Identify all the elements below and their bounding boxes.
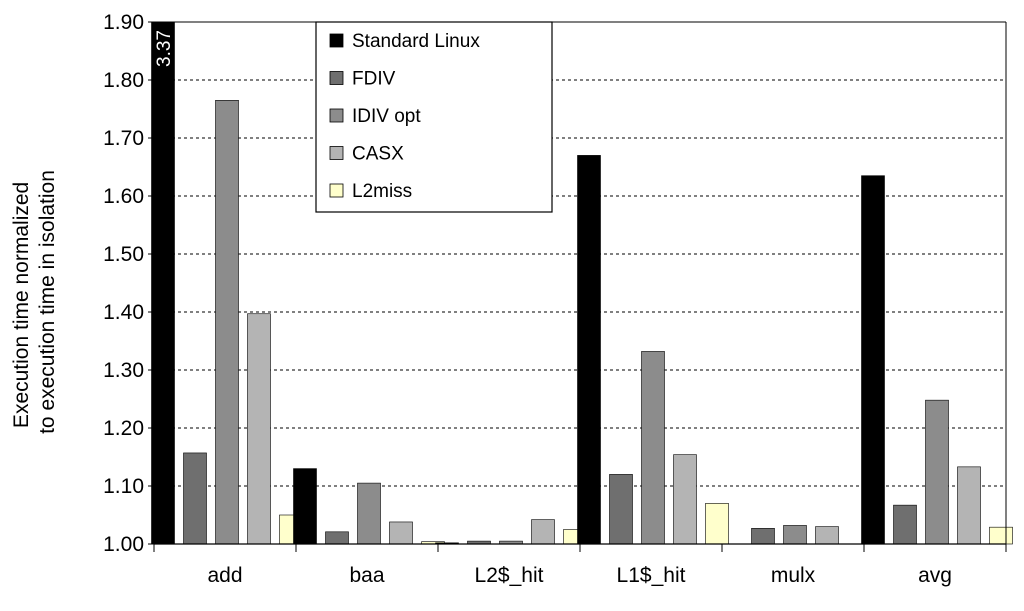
bar-baa-fdiv (325, 531, 349, 545)
bar-add-casx (247, 313, 271, 545)
x-tick-label: L1$_hit (617, 564, 686, 587)
y-tick-label: 1.60 (103, 185, 144, 208)
bar-avg-casx (957, 466, 981, 545)
x-tick-labels: add baa L2$_hit L1$_hit mulx avg (153, 544, 1007, 587)
bar-add-fdiv (183, 452, 207, 545)
legend-swatch (329, 183, 344, 198)
bar-mulx-idiv-opt (783, 525, 807, 545)
y-tick-label: 1.90 (103, 11, 144, 34)
bar-avg-fdiv (893, 504, 917, 545)
y-tick-label: 1.50 (103, 243, 144, 266)
y-tick-label: 1.10 (103, 475, 144, 498)
bar-l1hit-idiv-opt (641, 351, 665, 545)
bar-l1hit-fdiv (609, 474, 633, 545)
x-tick-label: baa (349, 564, 384, 587)
legend-box (315, 21, 553, 213)
y-axis-title-line-2: to execution time in isolation (36, 170, 59, 434)
bar-add-standard-linux (151, 21, 175, 545)
legend-label: CASX (352, 144, 404, 165)
bar-mulx-casx (815, 526, 839, 545)
legend-swatch (329, 146, 344, 160)
bars (151, 21, 1013, 545)
bar-add-idiv-opt (215, 100, 239, 545)
legend-label: FDIV (352, 69, 396, 90)
x-tick-label: L2$_hit (475, 564, 544, 587)
legend-swatch (329, 71, 344, 85)
bar-baa-idiv-opt (357, 482, 381, 545)
x-tick-label: add (207, 564, 242, 587)
y-axis-title-line-1: Execution time normalized (10, 182, 33, 428)
legend-label: L2miss (352, 181, 412, 202)
y-tick-labels: 1.00 1.10 1.20 1.30 1.40 1.50 1.60 1.70 1.80 1.90 (103, 11, 154, 556)
y-tick-label: 1.40 (103, 301, 144, 324)
data-label: 3.37 (154, 30, 175, 67)
y-tick-label: 1.20 (103, 417, 144, 440)
y-tick-label: 1.80 (103, 69, 144, 92)
legend: Standard Linux FDIV IDIV opt CASX L2miss (315, 21, 553, 213)
bar-mulx-fdiv (751, 528, 775, 545)
y-tick-label: 1.70 (103, 127, 144, 150)
bar-avg-idiv-opt (925, 399, 949, 545)
annotations: 3.37 (154, 30, 175, 67)
x-tick-label: avg (918, 564, 952, 587)
y-axis-title: Execution time normalized to execution t… (10, 170, 59, 434)
legend-label: IDIV opt (352, 106, 421, 127)
x-tick-label: mulx (771, 564, 816, 587)
bar-baa-casx (389, 521, 413, 545)
y-tick-label: 1.00 (103, 533, 144, 556)
legend-swatch (329, 33, 344, 48)
legend-label: Standard Linux (352, 31, 480, 52)
legend-swatch (329, 108, 344, 123)
y-tick-label: 1.30 (103, 359, 144, 382)
bar-l1hit-l2miss (705, 503, 729, 545)
bar-avg-standard-linux (861, 175, 885, 545)
bar-avg-l2miss (989, 526, 1013, 545)
bar-l1hit-standard-linux (577, 155, 601, 545)
bar-l2hit-casx (531, 519, 555, 545)
bar-baa-standard-linux (293, 468, 317, 545)
bar-l1hit-casx (673, 454, 697, 545)
